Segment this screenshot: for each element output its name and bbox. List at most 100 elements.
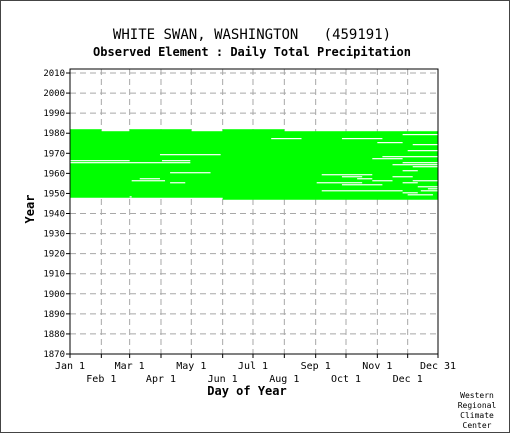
x-tick-label-day-60: Mar 1: [115, 361, 145, 372]
chart-title: WHITE SWAN, WASHINGTON (459191): [113, 27, 391, 43]
missing-gap-1974-340: [412, 144, 438, 146]
missing-gap-1969-90: [159, 154, 221, 156]
x-tick-label-day-365: Dec 31: [420, 361, 456, 372]
data-bar-1967-1: [70, 157, 438, 160]
data-bar-1952-1: [70, 187, 438, 190]
data-bar-1960-1: [70, 171, 438, 174]
missing-gap-1967-300: [372, 158, 403, 160]
missing-gap-1977-270: [341, 138, 383, 140]
missing-gap-1958-270: [341, 176, 363, 178]
y-tick-label-1910: 1910: [43, 270, 65, 280]
x-tick-label-day-244: Sep 1: [301, 361, 331, 372]
data-bar-1948-1: [70, 195, 438, 198]
y-tick-label-1880: 1880: [43, 330, 65, 340]
x-tick-label-day-121: May 1: [176, 361, 206, 372]
data-bar-1959-1: [70, 173, 438, 176]
missing-gap-1979-330: [402, 133, 438, 136]
missing-gap-1960-100: [170, 172, 211, 174]
missing-gap-1955-100: [170, 182, 186, 184]
grid-lines: [69, 69, 439, 355]
data-bar-1981-1: [70, 129, 102, 132]
missing-gap-1951-250: [321, 190, 403, 192]
x-tick-label-day-91: Apr 1: [146, 374, 176, 385]
missing-gap-1952-355: [427, 188, 438, 190]
data-bar-1951-1: [70, 189, 438, 192]
data-bar-1964-1: [70, 163, 438, 166]
data-bar-1969-1: [70, 153, 438, 156]
missing-gap-1968-310: [382, 156, 438, 158]
missing-gap-1965-1: [70, 162, 191, 164]
x-tick-label-day-32: Feb 1: [86, 374, 116, 385]
data-bar-1975-1: [70, 141, 438, 144]
data-bar-1957-1: [70, 177, 438, 180]
data-bar-1970-1: [70, 151, 438, 154]
data-bar-1955-1: [70, 181, 438, 184]
data-bar-1981-152: [222, 129, 285, 132]
y-tick-label-2000: 2000: [43, 89, 65, 99]
y-tick-label-1870: 1870: [43, 350, 65, 360]
y-axis: 1870 1880 1890 1900 1910 1920 1930 1940 1950 1960…: [43, 69, 70, 360]
data-bar-1968-1: [70, 155, 438, 158]
x-axis-label: Day of Year: [207, 384, 286, 398]
data-bar-1947-152: [222, 197, 438, 200]
missing-gap-1956-340: [412, 180, 438, 182]
credit-block: Western Regional Climate Center: [458, 391, 497, 430]
data-bar-1950-1: [70, 191, 438, 194]
missing-gap-1948-60: [129, 196, 132, 198]
y-axis-label: Year: [23, 195, 37, 224]
y-tick-label-1980: 1980: [43, 129, 65, 139]
data-bar-1979-1: [70, 133, 438, 136]
missing-gap-1965-330: [402, 162, 438, 164]
missing-gap-1959-250: [321, 174, 373, 176]
data-bar-1981-60: [129, 129, 192, 132]
missing-gap-1955-330: [402, 182, 418, 184]
missing-gap-1964-320: [392, 164, 438, 166]
x-tick-label-day-182: Jul 1: [238, 361, 268, 372]
missing-gap-1958-320: [392, 176, 413, 178]
missing-gap-1951-348: [420, 190, 438, 192]
data-bar-1954-1: [70, 183, 438, 186]
data-bar-1958-1: [70, 175, 438, 178]
data-bar-1977-1: [70, 137, 438, 140]
missing-gap-1966-92: [162, 160, 191, 162]
data-bar-1965-1: [70, 161, 438, 164]
missing-gap-1950-330: [402, 192, 418, 194]
missing-gap-1954-270: [341, 184, 383, 186]
y-tick-label-1920: 1920: [43, 250, 65, 260]
missing-gap-1956-62: [131, 180, 166, 182]
y-tick-label-2010: 2010: [43, 69, 65, 79]
data-bar-1963-1: [70, 165, 438, 168]
plot-area-border: [69, 68, 439, 355]
missing-gap-1963-340: [412, 166, 438, 168]
y-tick-label-1960: 1960: [43, 169, 65, 179]
y-tick-label-1890: 1890: [43, 310, 65, 320]
data-bar-1972-1: [70, 147, 438, 150]
credit-line-4: Center: [463, 421, 492, 430]
missing-gap-1949-335: [407, 194, 433, 196]
x-tick-label-day-305: Nov 1: [362, 361, 392, 372]
y-tick-label-1930: 1930: [43, 230, 65, 240]
missing-gap-1957-285: [357, 178, 373, 180]
missing-gap-1955-245: [316, 182, 363, 184]
missing-gap-1953-345: [417, 186, 438, 188]
data-bar-1980-1: [70, 131, 438, 134]
data-bar-1956-1: [70, 179, 438, 182]
x-axis: Jan 1 Mar 1 May 1 Jul 1 Sep 1 Nov 1 Dec 31 Feb …: [55, 354, 456, 385]
data-coverage: [70, 129, 438, 200]
missing-gap-1961-330: [402, 170, 418, 172]
credit-line-3: Climate: [460, 411, 494, 420]
x-tick-label-day-1: Jan 1: [55, 361, 85, 372]
credit-line-1: Western: [460, 391, 494, 400]
y-tick-label-1940: 1940: [43, 210, 65, 220]
data-bar-1973-1: [70, 145, 438, 148]
x-tick-label-day-213: Aug 1: [269, 374, 299, 385]
chart-subtitle: Observed Element : Daily Total Precipita…: [93, 45, 411, 59]
data-bar-1976-1: [70, 139, 438, 142]
missing-gap-1977-200: [271, 138, 302, 140]
data-bar-1974-1: [70, 143, 438, 146]
data-bar-1978-1: [70, 135, 438, 138]
x-tick-label-day-274: Oct 1: [331, 374, 361, 385]
y-tick-label-1950: 1950: [43, 189, 65, 199]
